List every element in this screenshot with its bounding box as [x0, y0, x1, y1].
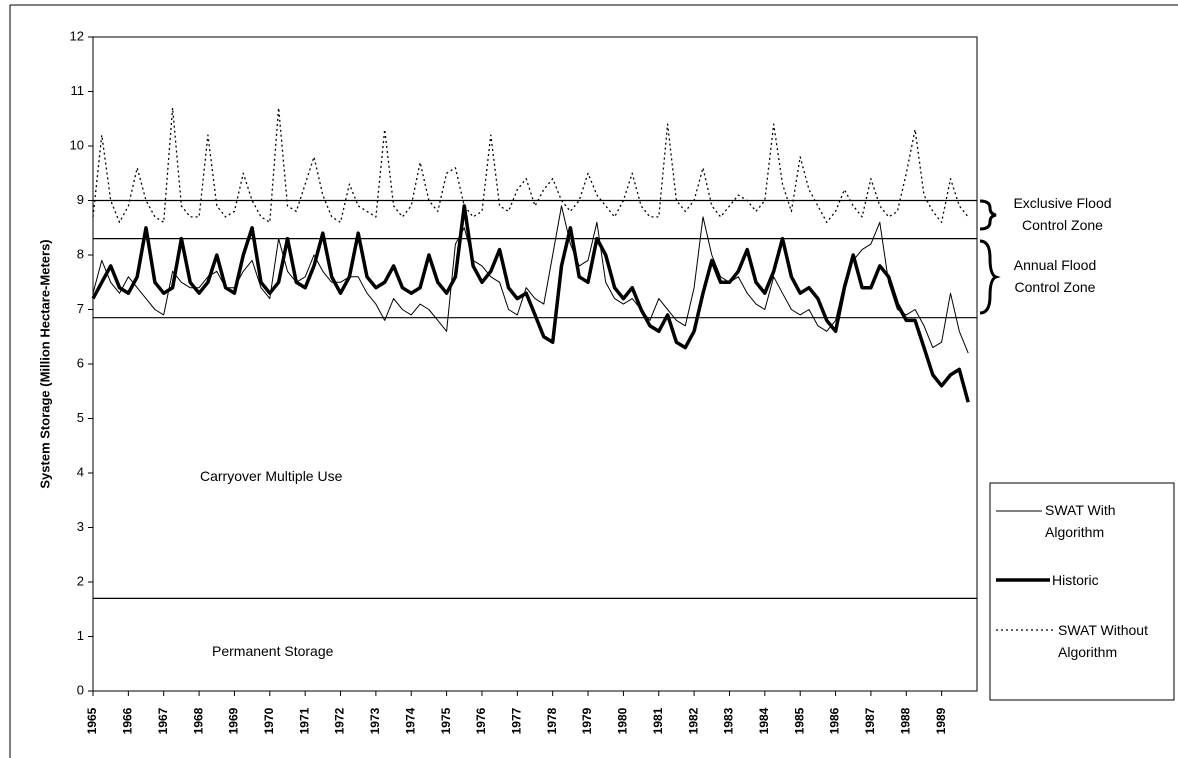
y-tick-label: 0: [77, 682, 84, 697]
x-tick-label: 1974: [403, 707, 417, 734]
x-tick-label: 1979: [580, 707, 594, 734]
x-tick-label: 1981: [651, 707, 665, 734]
legend-box: [989, 482, 1175, 701]
x-tick-label: 1983: [722, 707, 736, 734]
x-tick-label: 1980: [616, 707, 630, 734]
x-tick-label: 1968: [191, 707, 205, 734]
x-tick-label: 1972: [333, 707, 347, 734]
y-tick-label: 9: [77, 192, 84, 207]
brace: [979, 199, 997, 231]
y-tick-label: 4: [77, 464, 84, 479]
x-tick-label: 1977: [509, 707, 523, 734]
x-tick-label: 1986: [828, 707, 842, 734]
x-tick-label: 1975: [439, 707, 453, 734]
x-tick-label: 1976: [474, 707, 488, 734]
x-tick-label: 1965: [85, 707, 99, 734]
y-tick-label: 2: [77, 573, 84, 588]
y-tick-label: 5: [77, 410, 84, 425]
x-tick-label: 1970: [262, 707, 276, 734]
y-tick-label: 12: [70, 28, 84, 43]
annotation: Annual Flood Control Zone: [1013, 257, 1097, 295]
y-tick-label: 8: [77, 246, 84, 261]
annotation: Permanent Storage: [212, 643, 334, 659]
legend-label: Historic: [1052, 572, 1099, 588]
series-line: [92, 107, 969, 223]
series-line: [91, 204, 970, 403]
x-tick-label: 1971: [297, 707, 311, 734]
legend-label: SWAT Without Algorithm: [1058, 622, 1148, 660]
y-tick-label: 1: [77, 628, 84, 643]
legend-label: SWAT With Algorithm: [1045, 502, 1116, 540]
y-tick-label: 10: [70, 137, 84, 152]
annotation: Carryover Multiple Use: [200, 468, 343, 484]
brace: [979, 239, 1001, 315]
y-tick-label: 6: [77, 355, 84, 370]
y-axis-label: System Storage (Million Hectare-Meters): [37, 239, 52, 488]
x-tick-label: 1989: [934, 707, 948, 734]
x-tick-label: 1973: [368, 707, 382, 734]
plot-area: [92, 36, 978, 692]
y-tick-label: 11: [71, 83, 85, 98]
x-tick-label: 1978: [545, 707, 559, 734]
x-tick-label: 1984: [757, 707, 771, 734]
y-tick-label: 7: [77, 301, 84, 316]
x-tick-label: 1969: [227, 707, 241, 734]
y-tick-label: 3: [77, 519, 84, 534]
x-tick-label: 1988: [898, 707, 912, 734]
x-tick-label: 1967: [156, 707, 170, 734]
x-tick-label: 1966: [121, 707, 135, 734]
x-tick-label: 1985: [792, 707, 806, 734]
x-tick-label: 1987: [863, 707, 877, 734]
x-tick-label: 1982: [686, 707, 700, 734]
annotation: Exclusive Flood Control Zone: [1013, 195, 1112, 233]
